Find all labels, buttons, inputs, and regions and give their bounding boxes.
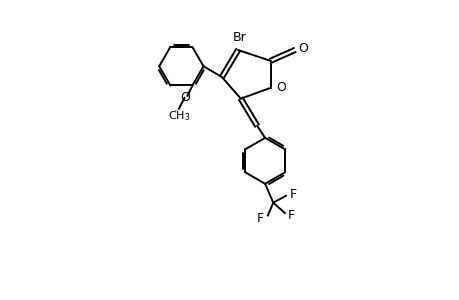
Text: O: O [276, 81, 285, 94]
Text: F: F [289, 188, 296, 200]
Text: methoxy: methoxy [174, 109, 180, 110]
Text: O: O [297, 42, 307, 55]
Text: F: F [257, 212, 264, 225]
Text: CH$_3$: CH$_3$ [168, 109, 190, 123]
Text: Br: Br [232, 31, 246, 44]
Text: F: F [287, 209, 295, 222]
Text: O: O [180, 91, 190, 103]
